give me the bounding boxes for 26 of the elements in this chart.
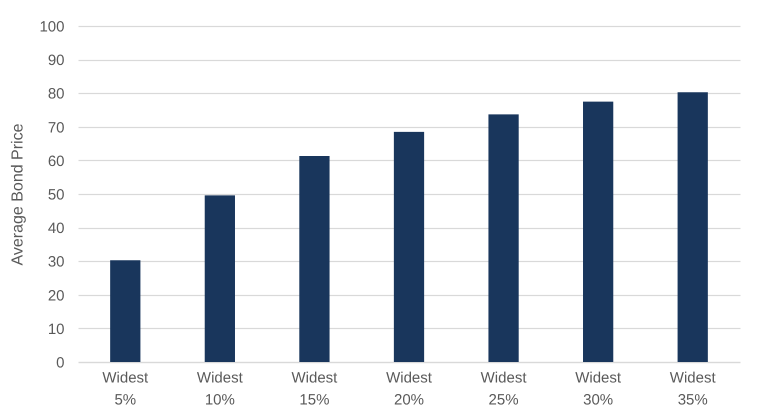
- y-tick-label: 0: [56, 354, 64, 372]
- y-tick-label: 50: [48, 186, 64, 204]
- y-tick-label: 60: [48, 152, 64, 170]
- x-tick-label: Widest 35%: [670, 370, 716, 408]
- x-tick-label: Widest 20%: [386, 370, 433, 408]
- x-tick-label: Widest 10%: [196, 370, 244, 408]
- y-tick-label: 80: [48, 86, 64, 103]
- bar: [204, 195, 235, 362]
- x-tick-label: Widest 5%: [102, 370, 150, 408]
- y-tick-label: 30: [48, 254, 64, 271]
- bar: [583, 102, 614, 362]
- y-tick-label: 70: [48, 119, 64, 136]
- x-tick-label: Widest 30%: [575, 370, 622, 408]
- bar: [488, 114, 519, 362]
- y-tick-label: 10: [48, 320, 64, 338]
- x-tick-label: Widest 15%: [292, 370, 338, 408]
- y-axis-title: Average Bond Price: [9, 123, 26, 266]
- y-tick-label: 100: [39, 18, 64, 36]
- y-tick-label: 20: [48, 287, 64, 304]
- y-tick-label: 40: [48, 220, 64, 238]
- x-tick-label: Widest 25%: [480, 370, 528, 408]
- y-tick-label: 90: [48, 52, 64, 70]
- bar: [394, 132, 424, 362]
- bar: [299, 156, 330, 362]
- bar: [110, 260, 140, 362]
- bar: [678, 92, 708, 362]
